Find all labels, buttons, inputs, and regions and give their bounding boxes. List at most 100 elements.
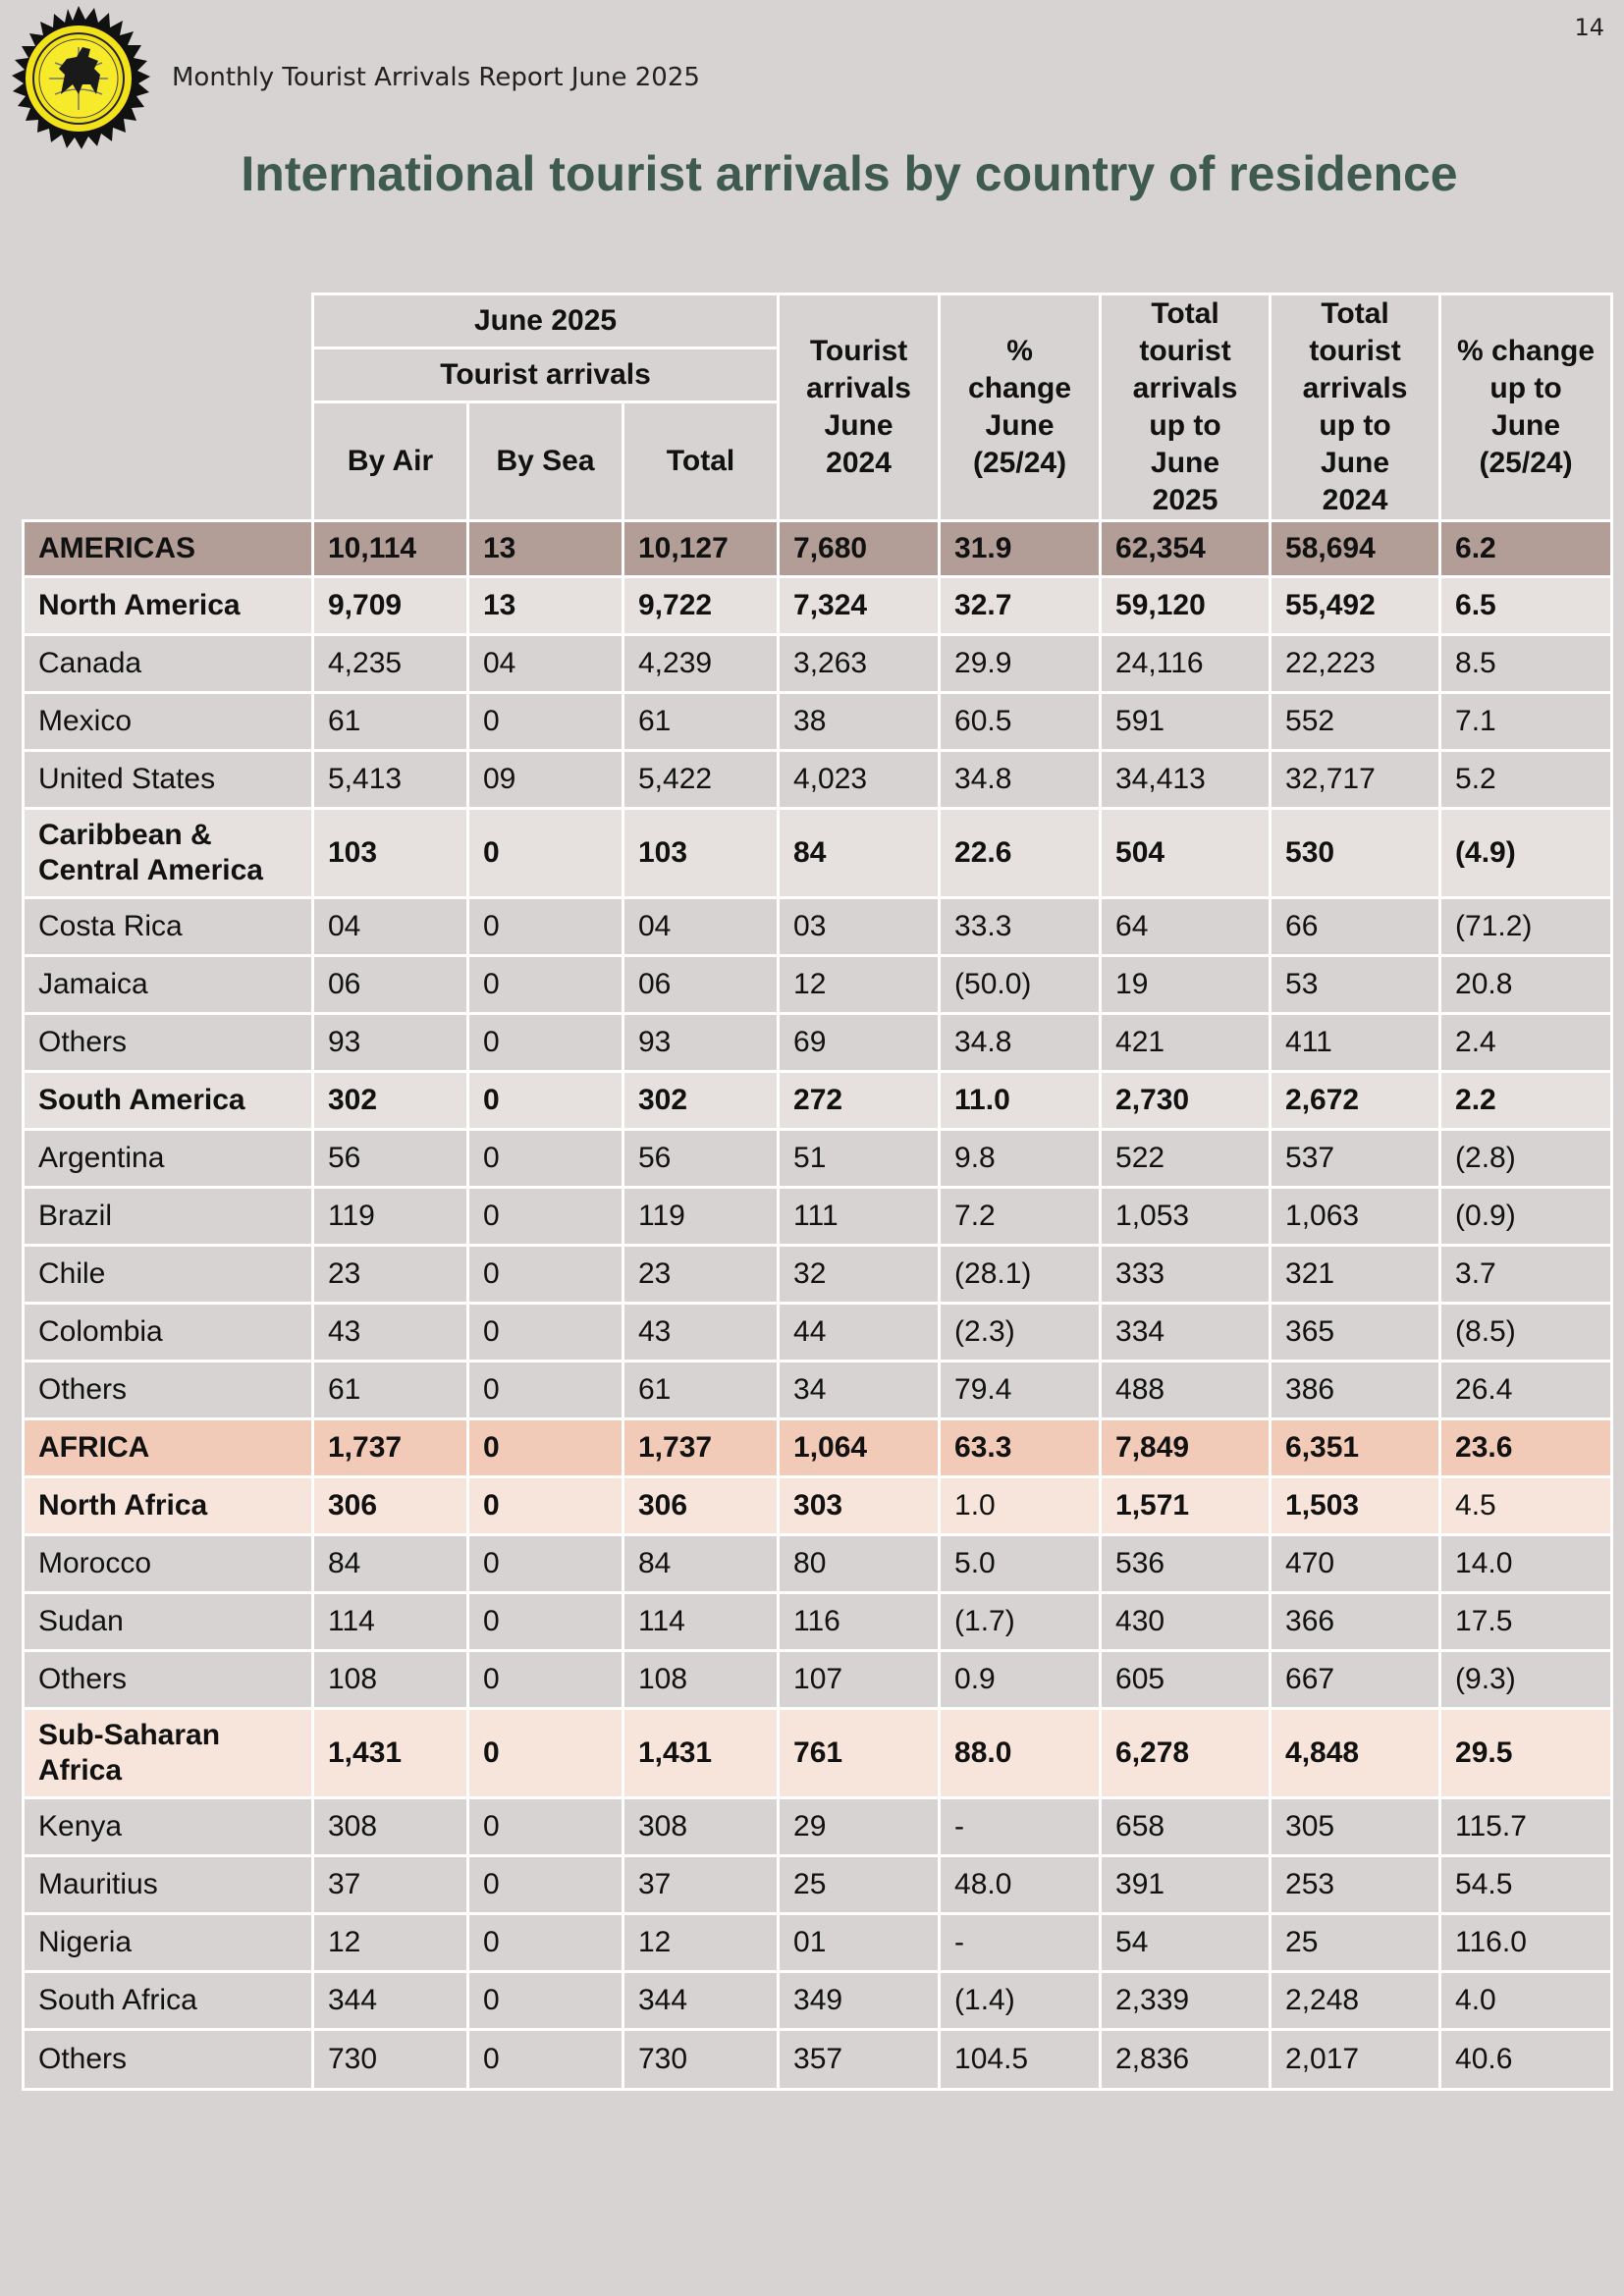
cell-by-air: 308 <box>311 1796 469 1857</box>
cell-pct-change: (28.1) <box>938 1244 1103 1305</box>
cell-by-air: 93 <box>311 1012 469 1073</box>
cell-ytd-pct-change: 116.0 <box>1438 1912 1614 1973</box>
cell-ytd-pct-change: (4.9) <box>1438 807 1614 899</box>
page-title: International tourist arrivals by countr… <box>241 146 1458 201</box>
cell-by-air: 5,413 <box>311 749 469 810</box>
cell-country: AFRICA <box>22 1417 314 1478</box>
cell-pct-change: 34.8 <box>938 749 1103 810</box>
cell-country: Others <box>22 1649 314 1710</box>
cell-ytd-pct-change: (9.3) <box>1438 1649 1614 1710</box>
cell-ytd-2024: 58,694 <box>1269 519 1442 578</box>
cell-ytd-2024: 530 <box>1269 807 1442 899</box>
cell-total: 103 <box>621 807 781 899</box>
cell-june-2024: 107 <box>777 1649 942 1710</box>
cell-by-sea: 0 <box>466 1302 624 1362</box>
cell-pct-change: 5.0 <box>938 1533 1103 1594</box>
cell-total: 119 <box>621 1186 781 1247</box>
cell-total: 1,431 <box>621 1707 781 1799</box>
cell-ytd-2025: 62,354 <box>1099 519 1272 578</box>
table-row: Nigeria 12 0 12 01 - 54 25 116.0 <box>22 1912 1614 1973</box>
cell-total: 1,737 <box>621 1417 781 1478</box>
cell-pct-change: 63.3 <box>938 1417 1103 1478</box>
table-row-subregion: North Africa 306 0 306 303 1.0 1,571 1,5… <box>22 1475 1614 1536</box>
cell-ytd-2025: 1,053 <box>1099 1186 1272 1247</box>
cell-country: Others <box>22 1360 314 1420</box>
cell-total: 12 <box>621 1912 781 1973</box>
cell-by-sea: 0 <box>466 1854 624 1915</box>
cell-country: Colombia <box>22 1302 314 1362</box>
cell-country: South America <box>22 1070 314 1131</box>
cell-june-2024: 357 <box>777 2028 942 2091</box>
cell-country: Kenya <box>22 1796 314 1857</box>
cell-by-sea: 0 <box>466 954 624 1015</box>
table-row: Colombia 43 0 43 44 (2.3) 334 365 (8.5) <box>22 1302 1614 1362</box>
cell-pct-change: - <box>938 1796 1103 1857</box>
cell-ytd-2024: 411 <box>1269 1012 1442 1073</box>
cell-by-air: 06 <box>311 954 469 1015</box>
cell-ytd-2025: 2,339 <box>1099 1970 1272 2031</box>
cell-ytd-2025: 24,116 <box>1099 633 1272 694</box>
cell-total: 61 <box>621 691 781 752</box>
cell-pct-change: (50.0) <box>938 954 1103 1015</box>
cell-pct-change: 88.0 <box>938 1707 1103 1799</box>
cell-by-sea: 09 <box>466 749 624 810</box>
cell-total: 308 <box>621 1796 781 1857</box>
cell-ytd-2024: 470 <box>1269 1533 1442 1594</box>
cell-june-2024: 03 <box>777 896 942 957</box>
cell-by-air: 114 <box>311 1591 469 1652</box>
cell-june-2024: 29 <box>777 1796 942 1857</box>
cell-pct-change: (1.7) <box>938 1591 1103 1652</box>
cell-country: Canada <box>22 633 314 694</box>
cell-ytd-2024: 1,503 <box>1269 1475 1442 1536</box>
cell-country: South Africa <box>22 1970 314 2031</box>
cell-ytd-pct-change: 14.0 <box>1438 1533 1614 1594</box>
cell-country: Sudan <box>22 1591 314 1652</box>
cell-pct-change: (1.4) <box>938 1970 1103 2031</box>
cell-june-2024: 761 <box>777 1707 942 1799</box>
cell-country: Jamaica <box>22 954 314 1015</box>
header-june-2025: June 2025 <box>310 293 781 349</box>
cell-by-sea: 0 <box>466 1244 624 1305</box>
cell-pct-change: 32.7 <box>938 575 1103 636</box>
cell-ytd-2024: 22,223 <box>1269 633 1442 694</box>
header-arrivals-june-2024: Tourist arrivals June 2024 <box>777 293 942 522</box>
header-tourist-arrivals: Tourist arrivals <box>310 346 781 403</box>
page-number: 14 <box>1574 14 1604 41</box>
cell-june-2024: 3,263 <box>777 633 942 694</box>
cell-country: Mauritius <box>22 1854 314 1915</box>
cell-by-sea: 0 <box>466 1533 624 1594</box>
arrivals-table: June 2025 Tourist arrivals June 2024 % c… <box>22 293 1614 2091</box>
cell-total: 06 <box>621 954 781 1015</box>
cell-by-air: 43 <box>311 1302 469 1362</box>
cell-pct-change: 34.8 <box>938 1012 1103 1073</box>
cell-june-2024: 80 <box>777 1533 942 1594</box>
header-pct-change-up-to: % change up to June (25/24) <box>1438 293 1614 522</box>
cell-ytd-2025: 504 <box>1099 807 1272 899</box>
cell-june-2024: 7,680 <box>777 519 942 578</box>
cell-by-air: 10,114 <box>311 519 469 578</box>
cell-ytd-pct-change: 115.7 <box>1438 1796 1614 1857</box>
cell-ytd-2024: 386 <box>1269 1360 1442 1420</box>
cell-by-sea: 0 <box>466 1591 624 1652</box>
cell-pct-change: 7.2 <box>938 1186 1103 1247</box>
cell-ytd-2024: 66 <box>1269 896 1442 957</box>
table-row: Morocco 84 0 84 80 5.0 536 470 14.0 <box>22 1533 1614 1594</box>
cell-ytd-2025: 522 <box>1099 1128 1272 1189</box>
cell-total: 10,127 <box>621 519 781 578</box>
cell-total: 302 <box>621 1070 781 1131</box>
cell-country: Argentina <box>22 1128 314 1189</box>
table-row: Jamaica 06 0 06 12 (50.0) 19 53 20.8 <box>22 954 1614 1015</box>
cell-by-sea: 0 <box>466 1186 624 1247</box>
cell-by-air: 23 <box>311 1244 469 1305</box>
header-total: Total <box>621 400 781 523</box>
cell-ytd-2024: 25 <box>1269 1912 1442 1973</box>
table-row: South Africa 344 0 344 349 (1.4) 2,339 2… <box>22 1970 1614 2031</box>
cell-by-sea: 0 <box>466 2028 624 2091</box>
cell-by-sea: 0 <box>466 896 624 957</box>
table-row-region: AFRICA 1,737 0 1,737 1,064 63.3 7,849 6,… <box>22 1417 1614 1478</box>
cell-ytd-pct-change: (71.2) <box>1438 896 1614 957</box>
cell-june-2024: 272 <box>777 1070 942 1131</box>
cell-june-2024: 69 <box>777 1012 942 1073</box>
cell-total: 56 <box>621 1128 781 1189</box>
cell-june-2024: 1,064 <box>777 1417 942 1478</box>
